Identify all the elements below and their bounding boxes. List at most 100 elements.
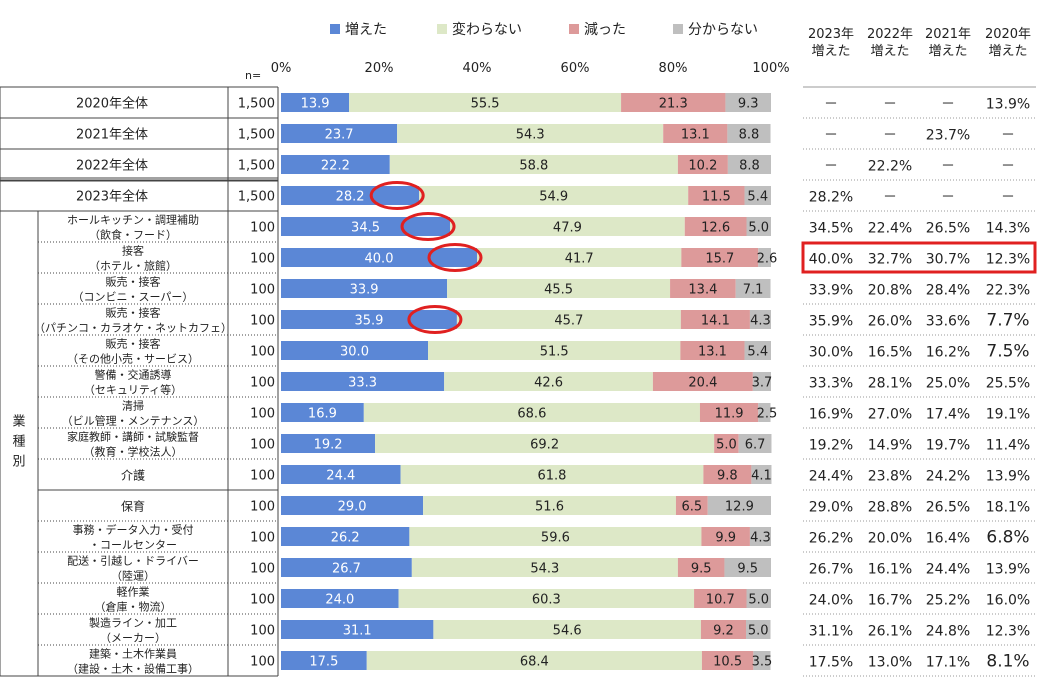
bar-segment-increased xyxy=(281,434,376,453)
year-value: 17.1% xyxy=(926,655,970,671)
year-value: 29.0% xyxy=(809,500,853,516)
bar-segment-unknown xyxy=(749,527,771,546)
year-value: － xyxy=(824,97,838,113)
bar-value-label: 8.8 xyxy=(739,128,760,143)
year-value: 24.4% xyxy=(809,469,853,485)
highlight-circle xyxy=(400,212,456,241)
year-value: 32.7% xyxy=(868,252,912,268)
year-value: 22.2% xyxy=(868,159,912,175)
legend-label-2: 減った xyxy=(584,21,626,38)
bar-value-label: 5.0 xyxy=(748,624,769,639)
bar-segment-decreased xyxy=(680,341,745,360)
year-value: 33.3% xyxy=(809,376,853,392)
row-label: 軽作業 xyxy=(117,586,150,599)
bar-value-label: 42.6 xyxy=(534,376,563,391)
year-value: 24.2% xyxy=(926,469,970,485)
row-n: 100 xyxy=(250,531,275,546)
legend-swatch-2 xyxy=(569,24,579,34)
bar-value-label: 26.2 xyxy=(331,531,360,546)
x-tick-label: 100% xyxy=(752,61,789,76)
row-label: 接客 xyxy=(122,244,144,258)
year-value: － xyxy=(1001,159,1015,175)
legend-swatch-0 xyxy=(330,24,340,34)
bar-value-label: 5.0 xyxy=(748,593,769,608)
bar-value-label: 5.0 xyxy=(716,438,737,453)
year-value: 25.0% xyxy=(926,376,970,392)
row-label: 保育 xyxy=(121,499,145,514)
bar-value-label: 40.0 xyxy=(365,252,394,267)
year-value: 22.4% xyxy=(868,221,912,237)
year-value: 19.7% xyxy=(926,438,970,454)
bar-value-label: 24.4 xyxy=(326,469,355,484)
row-label: 販売・接客 xyxy=(106,306,161,320)
year-value: 19.2% xyxy=(809,438,853,454)
year-value: － xyxy=(883,190,897,206)
bar-value-label: 58.8 xyxy=(519,159,548,174)
bar-segment-increased xyxy=(281,589,399,608)
bar-value-label: 51.6 xyxy=(535,500,564,515)
bar-value-label: 2.5 xyxy=(757,407,778,422)
bar-value-label: 12.6 xyxy=(701,221,730,236)
year-value: 40.0% xyxy=(809,252,853,268)
year-value: 26.5% xyxy=(926,221,970,237)
bar-value-label: 2.6 xyxy=(757,252,778,267)
year-header-0: 2023年 xyxy=(808,27,854,42)
bar-value-label: 9.5 xyxy=(737,562,758,577)
bar-value-label: 33.9 xyxy=(350,283,379,298)
row-label: （倉庫・物流） xyxy=(95,600,172,614)
bar-segment-decreased xyxy=(670,279,736,298)
bar-value-label: 4.3 xyxy=(750,531,771,546)
year-value: 12.3% xyxy=(986,624,1030,640)
year-value: 20.8% xyxy=(868,283,912,299)
year-value: 26.1% xyxy=(868,624,912,640)
year-header-0: 増えた xyxy=(811,44,850,59)
bar-segment-increased xyxy=(281,341,428,360)
bar-segment-unknown xyxy=(758,248,771,267)
year-value: 16.7% xyxy=(868,593,912,609)
bar-segment-unchanged xyxy=(456,310,681,329)
group-label: 業 xyxy=(12,414,25,430)
n-label: n= xyxy=(245,69,261,82)
bar-segment-increased xyxy=(281,217,451,236)
bar-value-label: 13.1 xyxy=(698,345,727,360)
bar-segment-decreased xyxy=(700,620,747,639)
bar-value-label: 17.5 xyxy=(309,655,338,670)
row-label: 警備・交通誘導 xyxy=(95,368,172,382)
year-value: 30.0% xyxy=(809,345,853,361)
bar-segment-increased xyxy=(281,310,457,329)
bar-value-label: 59.6 xyxy=(541,531,570,546)
bar-value-label: 9.9 xyxy=(715,531,736,546)
bar-value-label: 51.5 xyxy=(540,345,569,360)
year-value: 13.9% xyxy=(986,562,1030,578)
bar-segment-unchanged xyxy=(363,403,700,422)
year-value: 14.9% xyxy=(868,438,912,454)
bar-segment-increased xyxy=(281,124,398,143)
bar-value-label: 9.3 xyxy=(738,97,759,112)
bar-value-label: 13.4 xyxy=(688,283,717,298)
bar-value-label: 5.4 xyxy=(747,190,768,205)
bar-segment-decreased xyxy=(714,434,739,453)
legend-label-1: 変わらない xyxy=(452,21,522,38)
bar-segment-decreased xyxy=(681,248,759,267)
bar-segment-increased xyxy=(281,403,364,422)
bar-value-label: 8.8 xyxy=(739,159,760,174)
bar-segment-unknown xyxy=(752,372,771,391)
row-n: 100 xyxy=(250,221,275,236)
row-n: 100 xyxy=(250,593,275,608)
year-value: 24.0% xyxy=(809,593,853,609)
year-value: 23.8% xyxy=(868,469,912,485)
bar-value-label: 60.3 xyxy=(532,593,561,608)
year-value: 35.9% xyxy=(809,314,853,330)
row-n: 1,500 xyxy=(238,97,275,112)
year-value: 24.4% xyxy=(926,562,970,578)
bar-segment-unchanged xyxy=(444,372,653,391)
row-label: （メーカー） xyxy=(100,632,166,645)
year-value: 26.2% xyxy=(809,531,853,547)
row-label: 事務・データ入力・受付 xyxy=(73,523,194,537)
year-value: 26.7% xyxy=(809,562,853,578)
bar-segment-unchanged xyxy=(349,93,622,112)
bar-value-label: 10.2 xyxy=(688,159,717,174)
year-value: － xyxy=(883,128,897,144)
year-value: 13.0% xyxy=(868,655,912,671)
